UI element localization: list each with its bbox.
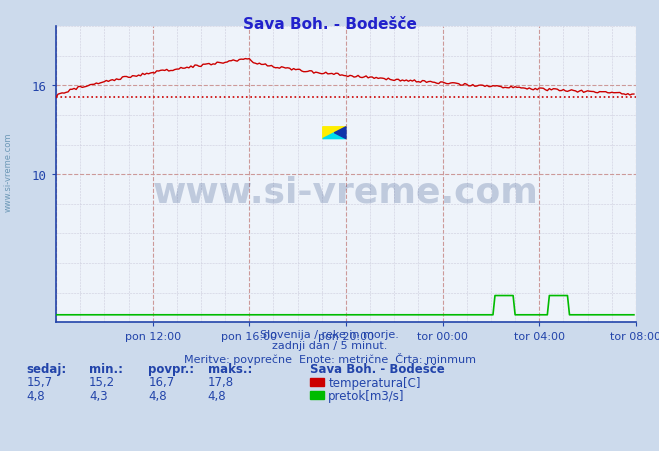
Text: pretok[m3/s]: pretok[m3/s] [328,390,405,402]
Text: 4,8: 4,8 [148,389,167,402]
Text: 4,8: 4,8 [208,389,226,402]
Text: 15,7: 15,7 [26,376,53,389]
Text: sedaj:: sedaj: [26,362,67,375]
Text: zadnji dan / 5 minut.: zadnji dan / 5 minut. [272,341,387,350]
Text: temperatura[C]: temperatura[C] [328,376,420,389]
Text: www.si-vreme.com: www.si-vreme.com [153,175,539,209]
Text: Sava Boh. - Bodešče: Sava Boh. - Bodešče [243,17,416,32]
Text: 16,7: 16,7 [148,376,175,389]
Polygon shape [323,128,346,139]
Text: Meritve: povprečne  Enote: metrične  Črta: minmum: Meritve: povprečne Enote: metrične Črta:… [183,352,476,364]
Text: 4,3: 4,3 [89,389,107,402]
Text: Sava Boh. - Bodešče: Sava Boh. - Bodešče [310,362,444,375]
Text: 17,8: 17,8 [208,376,234,389]
Text: povpr.:: povpr.: [148,362,194,375]
Text: min.:: min.: [89,362,123,375]
Text: 4,8: 4,8 [26,389,45,402]
Text: 15,2: 15,2 [89,376,115,389]
Polygon shape [334,128,346,139]
Text: maks.:: maks.: [208,362,252,375]
Text: Slovenija / reke in morje.: Slovenija / reke in morje. [260,329,399,339]
Text: www.si-vreme.com: www.si-vreme.com [4,132,13,211]
Polygon shape [323,133,346,139]
